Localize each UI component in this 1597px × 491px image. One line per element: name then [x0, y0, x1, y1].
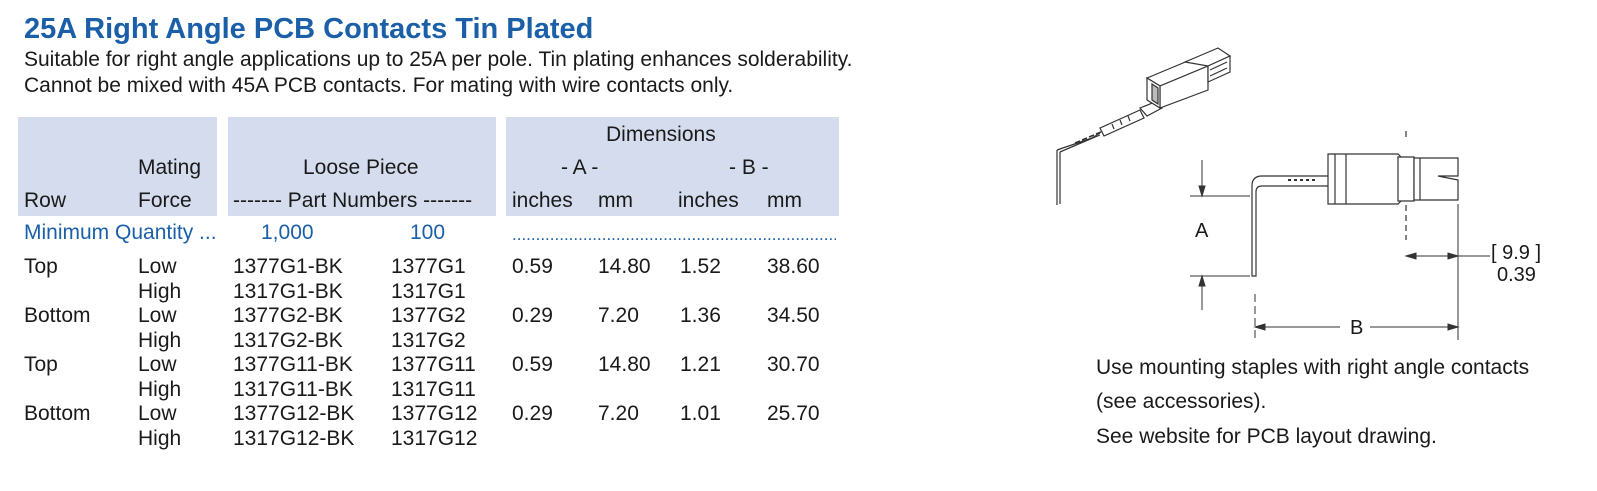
note-mounting-staples: Use mounting staples with right angle co… — [1096, 356, 1530, 379]
cell-a-inches: 0.59 — [512, 353, 553, 376]
cell-row: Top — [24, 353, 58, 376]
note-see-accessories: (see accessories). — [1096, 390, 1267, 413]
cell-force: High — [138, 329, 182, 352]
header-row: Row — [24, 189, 67, 212]
contact-isometric-illustration — [1056, 47, 1232, 205]
cell-force: Low — [138, 304, 177, 327]
cell-part-1: 1317G2-BK — [233, 329, 343, 352]
description-line-1: Suitable for right angle applications up… — [24, 48, 853, 71]
cell-part-1: 1377G11-BK — [233, 353, 353, 376]
cell-row: Top — [24, 255, 58, 278]
header-inches-b: inches — [678, 189, 739, 212]
cell-force: High — [138, 378, 182, 401]
cell-a-mm: 7.20 — [598, 304, 639, 327]
dimension-label-mm: [ 9.9 ] — [1491, 242, 1541, 264]
cell-part-1: 1377G1-BK — [233, 255, 343, 278]
contact-side-view — [1251, 131, 1459, 277]
cell-part-1: 1317G12-BK — [233, 427, 355, 450]
cell-b-mm: 34.50 — [767, 304, 820, 327]
header-part-numbers: ------- Part Numbers ------- — [233, 189, 473, 212]
cell-a-inches: 0.29 — [512, 304, 553, 327]
cell-b-inches: 1.52 — [680, 255, 721, 278]
cell-part-2: 1377G12 — [391, 402, 478, 425]
header-dimensions: Dimensions — [606, 123, 716, 146]
cell-b-mm: 25.70 — [767, 402, 820, 425]
min-quantity-1: 1,000 — [261, 221, 314, 244]
cell-b-inches: 1.01 — [680, 402, 721, 425]
dimension-lines — [1190, 160, 1490, 340]
cell-a-mm: 14.80 — [598, 353, 651, 376]
min-quantity-dots: ........................................… — [512, 225, 836, 244]
header-bg-dimensions — [506, 117, 839, 216]
cell-part-1: 1377G2-BK — [233, 304, 343, 327]
cell-part-2: 1377G1 — [391, 255, 466, 278]
cell-part-2: 1317G11 — [391, 378, 476, 401]
cell-force: High — [138, 427, 182, 450]
header-bg-part-numbers — [228, 117, 496, 216]
header-a: - A - — [561, 156, 599, 179]
header-bg-row-force — [18, 117, 217, 216]
cell-force: Low — [138, 353, 177, 376]
dimension-label-inches: 0.39 — [1497, 264, 1536, 286]
header-b: - B - — [729, 156, 769, 179]
cell-part-1: 1317G1-BK — [233, 280, 343, 303]
header-mating: Mating — [138, 156, 202, 179]
cell-a-inches: 0.29 — [512, 402, 553, 425]
cell-part-1: 1317G11-BK — [233, 378, 353, 401]
header-force: Force — [138, 189, 192, 212]
cell-a-mm: 7.20 — [598, 402, 639, 425]
cell-b-inches: 1.21 — [680, 353, 721, 376]
header-mm-a: mm — [598, 189, 633, 212]
cell-b-mm: 38.60 — [767, 255, 820, 278]
cell-force: Low — [138, 255, 177, 278]
dimension-label-a: A — [1195, 220, 1209, 242]
dimension-label-b: B — [1350, 317, 1363, 339]
cell-part-2: 1377G2 — [391, 304, 466, 327]
cell-a-mm: 14.80 — [598, 255, 651, 278]
cell-part-2: 1317G1 — [391, 280, 466, 303]
header-inches-a: inches — [512, 189, 573, 212]
description-line-2: Cannot be mixed with 45A PCB contacts. F… — [24, 74, 734, 97]
cell-row: Bottom — [24, 402, 91, 425]
cell-part-2: 1317G2 — [391, 329, 466, 352]
cell-b-inches: 1.36 — [680, 304, 721, 327]
cell-force: High — [138, 280, 182, 303]
cell-force: Low — [138, 402, 177, 425]
cell-part-1: 1377G12-BK — [233, 402, 355, 425]
min-quantity-2: 100 — [410, 221, 446, 244]
product-title: 25A Right Angle PCB Contacts Tin Plated — [24, 13, 594, 45]
note-pcb-layout: See website for PCB layout drawing. — [1096, 425, 1437, 448]
cell-row: Bottom — [24, 304, 91, 327]
cell-part-2: 1317G12 — [391, 427, 478, 450]
cell-b-mm: 30.70 — [767, 353, 820, 376]
header-loose-piece: Loose Piece — [303, 156, 419, 179]
header-mm-b: mm — [767, 189, 802, 212]
cell-part-2: 1377G11 — [391, 353, 476, 376]
min-quantity-label: Minimum Quantity ... — [24, 221, 217, 244]
cell-a-inches: 0.59 — [512, 255, 553, 278]
